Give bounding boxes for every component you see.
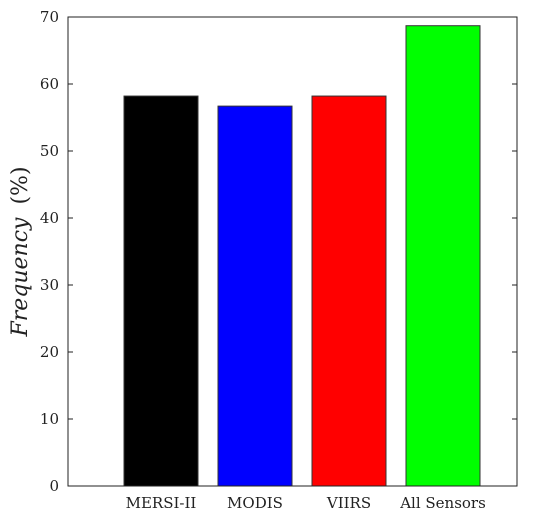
bars-group bbox=[123, 25, 481, 487]
bar-mersi-ii bbox=[123, 95, 199, 487]
x-tick-label: All Sensors bbox=[399, 494, 486, 512]
y-axis-label: Frequency (%) bbox=[8, 166, 33, 337]
x-tick-label: MODIS bbox=[227, 494, 283, 512]
y-tick-label: 50 bbox=[40, 142, 59, 160]
y-axis-label-main: Frequency bbox=[8, 217, 33, 338]
x-tick-label: VIIRS bbox=[326, 494, 371, 512]
x-ticks-group: MERSI-II MODIS VIIRS All Sensors bbox=[126, 494, 486, 512]
y-tick-label: 0 bbox=[49, 477, 59, 495]
y-ticks-group: 0 10 20 30 40 50 60 70 bbox=[40, 8, 517, 495]
bar-modis bbox=[217, 105, 293, 487]
y-tick-label: 10 bbox=[40, 410, 59, 428]
y-tick-label: 60 bbox=[40, 75, 59, 93]
y-axis-label-unit: (%) bbox=[8, 166, 33, 204]
bar-viirs bbox=[311, 95, 387, 487]
bar-all-sensors bbox=[405, 25, 481, 487]
y-tick-label: 40 bbox=[40, 209, 59, 227]
plot-frame bbox=[67, 16, 518, 487]
y-tick-label: 70 bbox=[40, 8, 59, 26]
y-tick-label: 20 bbox=[40, 343, 59, 361]
x-tick-label: MERSI-II bbox=[126, 494, 197, 512]
y-tick-label: 30 bbox=[40, 276, 59, 294]
